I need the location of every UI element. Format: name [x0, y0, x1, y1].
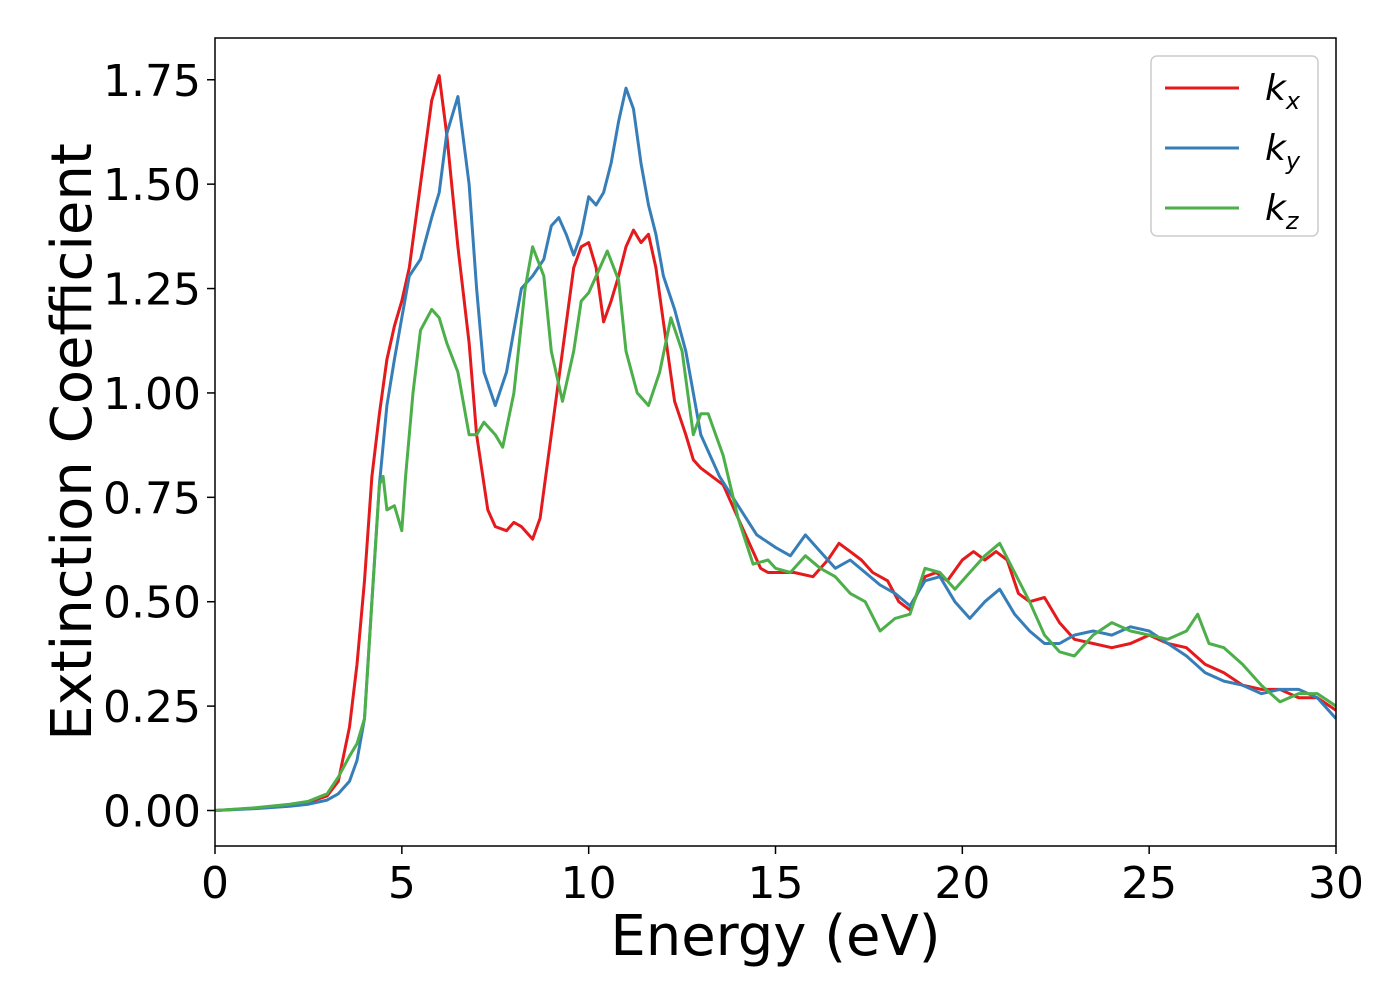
legend-label-ky: ky [1265, 128, 1301, 175]
x-tick-label: 30 [1308, 858, 1364, 909]
legend-label-kz: kz [1265, 188, 1300, 235]
y-axis: 0.00 0.25 0.50 0.75 1.00 1.25 1.50 1.75 [103, 56, 215, 838]
y-tick-label: 0.00 [103, 787, 201, 838]
y-tick-label: 1.50 [103, 160, 201, 211]
x-axis-label: Energy (eV) [610, 904, 940, 969]
y-tick-label: 1.25 [103, 265, 201, 316]
x-tick-label: 15 [748, 858, 804, 909]
y-tick-label: 0.25 [103, 682, 201, 733]
y-tick-label: 1.00 [103, 369, 201, 420]
legend-box [1150, 55, 1319, 237]
x-tick-label: 20 [934, 858, 990, 909]
y-tick-label: 0.75 [103, 473, 201, 524]
series-line-kz [215, 245, 1336, 812]
series-line-kx [215, 74, 1336, 812]
x-tick-label: 0 [201, 858, 229, 909]
legend: kx ky kz [1150, 55, 1319, 237]
x-tick-label: 5 [388, 858, 416, 909]
series-layer [215, 74, 1336, 812]
x-axis: 0 5 10 15 20 25 30 [201, 846, 1364, 909]
y-tick-label: 1.75 [103, 56, 201, 107]
legend-label-kx: kx [1265, 68, 1301, 115]
x-tick-label: 25 [1121, 858, 1177, 909]
y-tick-label: 0.50 [103, 578, 201, 629]
y-axis-label: Extinction Coefficient [40, 143, 105, 741]
x-tick-label: 10 [561, 858, 617, 909]
series-line-ky [215, 86, 1336, 812]
